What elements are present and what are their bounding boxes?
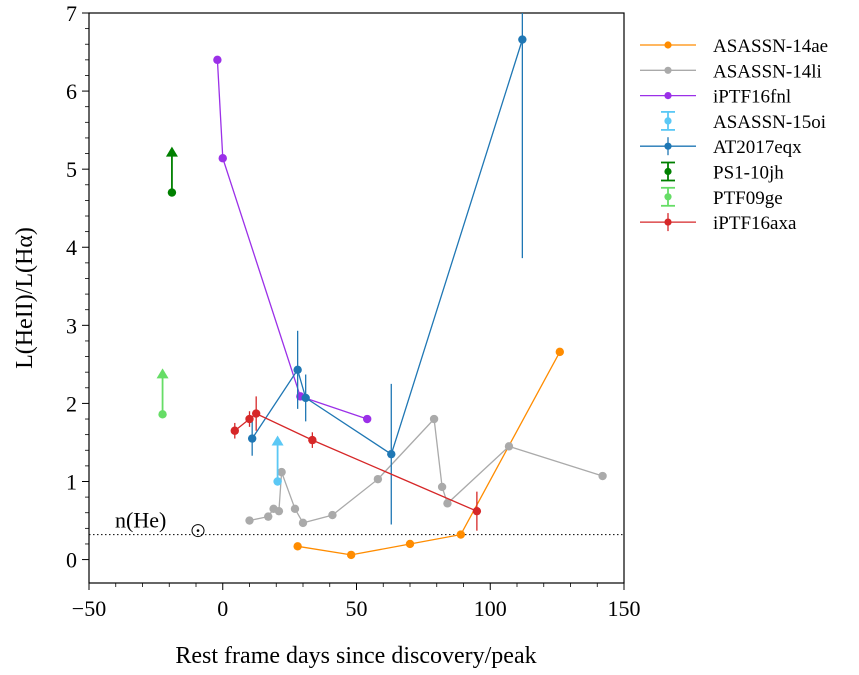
legend-label: ASASSN-15oi: [713, 112, 826, 133]
sun-symbol-dot: [196, 529, 200, 532]
legend-item: ASASSN-14ae: [640, 36, 828, 57]
data-point: [308, 435, 317, 445]
reference-label: n(He): [115, 508, 166, 533]
legend-marker: [664, 193, 672, 201]
series-line: [249, 417, 603, 524]
data-point: [301, 393, 310, 403]
y-tick-label: 6: [66, 79, 77, 104]
series-line: [251, 39, 524, 456]
series-line: [297, 351, 561, 556]
data-point: [218, 154, 227, 163]
series-asassn-14li: [245, 414, 607, 528]
legend-item: iPTF16axa: [640, 213, 797, 234]
x-tick-label: 100: [474, 596, 507, 621]
series-line: [216, 59, 368, 420]
legend-item: ASASSN-14li: [640, 61, 822, 82]
data-point: [277, 467, 286, 477]
legend-marker: [664, 167, 672, 176]
data-point: [443, 499, 452, 508]
y-tick-label: 3: [66, 313, 77, 338]
legend-marker: [664, 142, 672, 150]
legend-marker: [664, 117, 672, 125]
legend-label: ASASSN-14ae: [713, 36, 828, 57]
legend-label: PTF09ge: [713, 188, 783, 209]
data-point: [504, 442, 514, 451]
data-point: [363, 414, 372, 424]
y-axis-label: L(HeII)/L(Hα): [12, 227, 38, 369]
data-point: [437, 482, 447, 492]
data-point: [429, 414, 439, 424]
legend-item: ASASSN-15oi: [661, 111, 826, 133]
data-point: [598, 471, 607, 481]
series-ptf09ge: [156, 368, 169, 419]
legend-label: ASASSN-14li: [713, 61, 822, 82]
series-at2017eqx: [247, 13, 527, 525]
legend-item: PS1-10jh: [661, 161, 784, 184]
legend-marker: [664, 218, 672, 226]
data-point: [328, 510, 337, 520]
data-point: [274, 506, 284, 516]
plot-frame: [88, 12, 625, 584]
data-point: [555, 347, 564, 357]
major-ticks: −50 0 50 100 150 0 1 2 3 4 5 6 7: [66, 1, 641, 621]
x-tick-label: −50: [72, 596, 106, 621]
data-point: [230, 426, 239, 435]
legend-label: AT2017eqx: [713, 137, 802, 158]
legend-marker: [664, 66, 672, 74]
y-tick-label: 2: [66, 391, 77, 416]
data-point: [373, 474, 383, 484]
y-tick-label: 1: [66, 469, 77, 494]
data-point: [251, 409, 261, 418]
legend-label: iPTF16axa: [713, 213, 797, 234]
lower-limit-arrow-head: [156, 368, 169, 379]
data-point: [245, 414, 254, 424]
data-point: [293, 365, 302, 375]
data-point: [472, 506, 482, 516]
data-point: [167, 188, 177, 197]
data-point: [405, 539, 415, 549]
data-point: [346, 550, 356, 560]
data-point: [158, 410, 167, 419]
series-iptf16fnl: [213, 55, 372, 424]
data-point: [298, 518, 308, 528]
sun-symbol-icon: [191, 524, 205, 538]
y-tick-label: 7: [66, 1, 77, 26]
series-layer: [156, 13, 607, 560]
y-tick-label: 0: [66, 548, 77, 573]
series-iptf16axa: [230, 396, 482, 531]
legend-label: PS1-10jh: [713, 163, 784, 184]
legend-item: AT2017eqx: [640, 137, 802, 158]
lower-limit-arrow-head: [165, 146, 178, 157]
minor-ticks: [85, 28, 598, 587]
annotations: n(He): [89, 508, 624, 538]
x-tick-label: 150: [608, 596, 641, 621]
x-tick-label: 0: [217, 596, 228, 621]
data-point: [293, 542, 302, 551]
x-tick-label: 50: [346, 596, 368, 621]
x-axis-label: Rest frame days since discovery/peak: [175, 643, 536, 669]
series-asassn-14ae: [293, 347, 564, 560]
data-point: [213, 55, 222, 65]
data-point: [247, 434, 257, 443]
data-point: [518, 35, 527, 44]
legend: ASASSN-14ae ASASSN-14li iPTF16fnl ASASSN-15…: [640, 36, 828, 234]
legend-item: PTF09ge: [661, 186, 783, 209]
data-point: [290, 504, 300, 514]
legend-label: iPTF16fnl: [713, 87, 791, 108]
data-point: [264, 512, 273, 521]
data-point: [273, 477, 282, 486]
data-point: [456, 530, 466, 539]
series-ps1-10jh: [165, 146, 178, 197]
data-point: [245, 516, 254, 525]
legend-item: iPTF16fnl: [640, 87, 791, 108]
legend-marker: [664, 92, 672, 100]
lower-limit-arrow-head: [271, 435, 284, 446]
legend-marker: [664, 41, 672, 49]
data-point: [387, 449, 396, 459]
y-tick-label: 5: [66, 157, 77, 182]
y-tick-label: 4: [66, 235, 77, 260]
series-asassn-15oi: [271, 435, 284, 486]
